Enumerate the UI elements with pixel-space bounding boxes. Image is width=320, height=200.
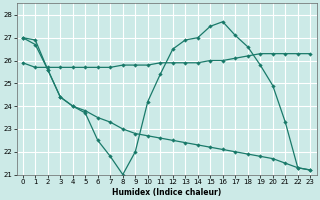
X-axis label: Humidex (Indice chaleur): Humidex (Indice chaleur) [112,188,221,197]
